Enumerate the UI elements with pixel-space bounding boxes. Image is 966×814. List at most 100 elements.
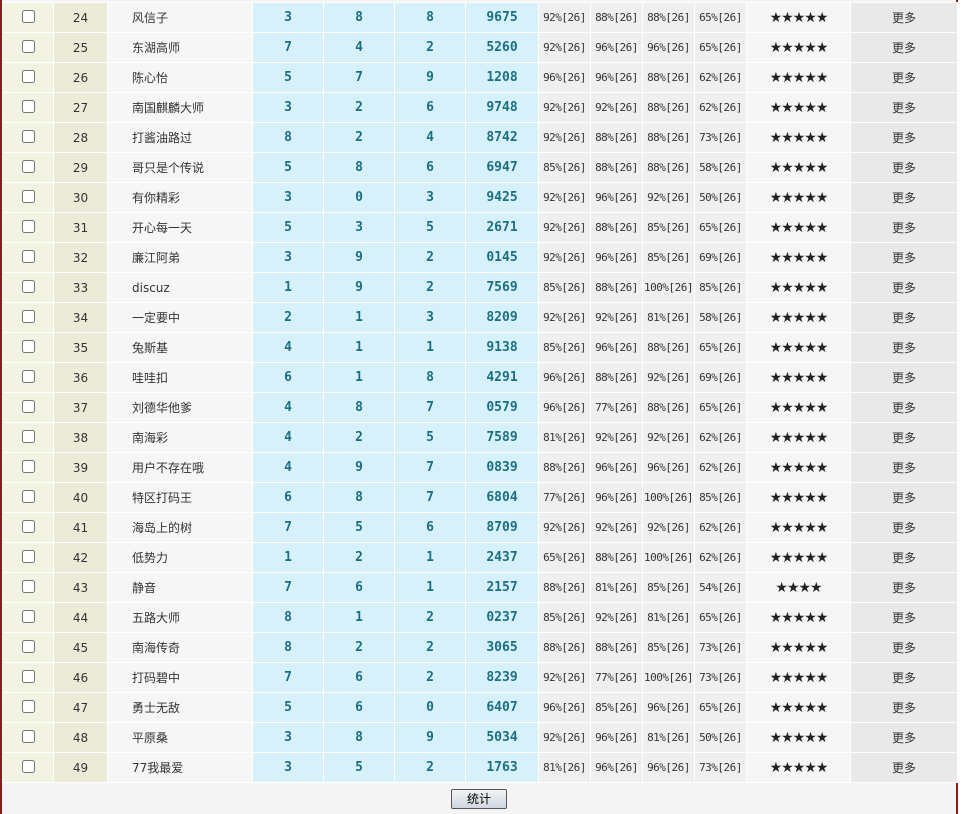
row-checkbox[interactable] — [21, 549, 35, 563]
more-link[interactable]: 更多 — [850, 692, 958, 723]
table-row: 44 五路大师 8 1 2 0237 85%[26] 92%[26] 81%[26] 65%[26… — [2, 602, 958, 633]
more-link[interactable]: 更多 — [850, 2, 958, 33]
row-checkbox[interactable] — [21, 399, 35, 413]
user-name: 南海传奇 — [107, 632, 253, 663]
checkbox-cell — [2, 512, 54, 543]
row-checkbox[interactable] — [21, 9, 35, 23]
digit: 2 — [323, 632, 395, 663]
more-link[interactable]: 更多 — [850, 512, 958, 543]
digit: 2 — [394, 602, 466, 633]
row-checkbox[interactable] — [21, 69, 35, 83]
more-link[interactable]: 更多 — [850, 422, 958, 453]
row-checkbox[interactable] — [21, 489, 35, 503]
stats-button[interactable]: 统计 — [451, 788, 507, 809]
more-link[interactable]: 更多 — [850, 722, 958, 753]
row-checkbox[interactable] — [21, 729, 35, 743]
digit: 9 — [394, 722, 466, 753]
rate: 96%[26] — [642, 32, 695, 63]
checkbox-cell — [2, 302, 54, 333]
row-checkbox[interactable] — [21, 429, 35, 443]
rating-stars: ★★★★★ — [746, 752, 851, 783]
code: 6804 — [465, 482, 539, 513]
row-checkbox[interactable] — [21, 369, 35, 383]
row-number: 28 — [53, 122, 108, 153]
row-checkbox[interactable] — [21, 759, 35, 773]
rating-stars: ★★★★★ — [746, 272, 851, 303]
more-link[interactable]: 更多 — [850, 542, 958, 573]
checkbox-cell — [2, 632, 54, 663]
checkbox-cell — [2, 542, 54, 573]
table-row: 48 平原桑 3 8 9 5034 92%[26] 96%[26] 81%[26] 50%[26]… — [2, 722, 958, 753]
row-checkbox[interactable] — [21, 669, 35, 683]
rate: 92%[26] — [538, 2, 591, 33]
more-link[interactable]: 更多 — [850, 272, 958, 303]
row-checkbox[interactable] — [21, 459, 35, 473]
more-link[interactable]: 更多 — [850, 302, 958, 333]
more-link[interactable]: 更多 — [850, 62, 958, 93]
rate: 92%[26] — [538, 722, 591, 753]
digit: 7 — [252, 572, 324, 603]
more-link[interactable]: 更多 — [850, 662, 958, 693]
row-number: 49 — [53, 752, 108, 783]
rate: 85%[26] — [538, 152, 591, 183]
more-link[interactable]: 更多 — [850, 602, 958, 633]
row-checkbox[interactable] — [21, 609, 35, 623]
more-link[interactable]: 更多 — [850, 752, 958, 783]
table-row: 29 哥只是个传说 5 8 6 6947 85%[26] 88%[26] 88%[26] 58%[… — [2, 152, 958, 183]
digit: 6 — [323, 692, 395, 723]
more-link[interactable]: 更多 — [850, 152, 958, 183]
rating-stars: ★★★★★ — [746, 542, 851, 573]
digit: 1 — [323, 602, 395, 633]
row-checkbox[interactable] — [21, 579, 35, 593]
digit: 8 — [394, 2, 466, 33]
row-checkbox[interactable] — [21, 129, 35, 143]
rate: 85%[26] — [642, 242, 695, 273]
row-number: 46 — [53, 662, 108, 693]
digit: 1 — [323, 362, 395, 393]
row-checkbox[interactable] — [21, 189, 35, 203]
more-link[interactable]: 更多 — [850, 212, 958, 243]
digit: 8 — [323, 2, 395, 33]
row-number: 45 — [53, 632, 108, 663]
more-link[interactable]: 更多 — [850, 452, 958, 483]
row-checkbox[interactable] — [21, 159, 35, 173]
code: 7569 — [465, 272, 539, 303]
rate: 88%[26] — [590, 272, 643, 303]
more-link[interactable]: 更多 — [850, 122, 958, 153]
row-checkbox[interactable] — [21, 279, 35, 293]
row-checkbox[interactable] — [21, 519, 35, 533]
rate: 58%[26] — [694, 302, 747, 333]
more-link[interactable]: 更多 — [850, 332, 958, 363]
more-link[interactable]: 更多 — [850, 392, 958, 423]
more-link[interactable]: 更多 — [850, 242, 958, 273]
more-link[interactable]: 更多 — [850, 632, 958, 663]
row-checkbox[interactable] — [21, 219, 35, 233]
more-link[interactable]: 更多 — [850, 572, 958, 603]
row-checkbox[interactable] — [21, 339, 35, 353]
checkbox-cell — [2, 122, 54, 153]
row-checkbox[interactable] — [21, 639, 35, 653]
more-link[interactable]: 更多 — [850, 92, 958, 123]
rate: 73%[26] — [694, 752, 747, 783]
digit: 5 — [323, 752, 395, 783]
rating-stars: ★★★★★ — [746, 422, 851, 453]
rate: 85%[26] — [642, 632, 695, 663]
row-checkbox[interactable] — [21, 99, 35, 113]
rate: 88%[26] — [590, 362, 643, 393]
digit: 8 — [323, 482, 395, 513]
digit: 3 — [394, 182, 466, 213]
more-link[interactable]: 更多 — [850, 182, 958, 213]
more-link[interactable]: 更多 — [850, 482, 958, 513]
row-checkbox[interactable] — [21, 39, 35, 53]
row-checkbox[interactable] — [21, 249, 35, 263]
digit: 5 — [394, 422, 466, 453]
checkbox-cell — [2, 242, 54, 273]
user-name: 陈心怡 — [107, 62, 253, 93]
more-link[interactable]: 更多 — [850, 362, 958, 393]
row-checkbox[interactable] — [21, 309, 35, 323]
more-link[interactable]: 更多 — [850, 32, 958, 63]
rate: 88%[26] — [642, 392, 695, 423]
checkbox-cell — [2, 2, 54, 33]
code: 2157 — [465, 572, 539, 603]
row-checkbox[interactable] — [21, 699, 35, 713]
